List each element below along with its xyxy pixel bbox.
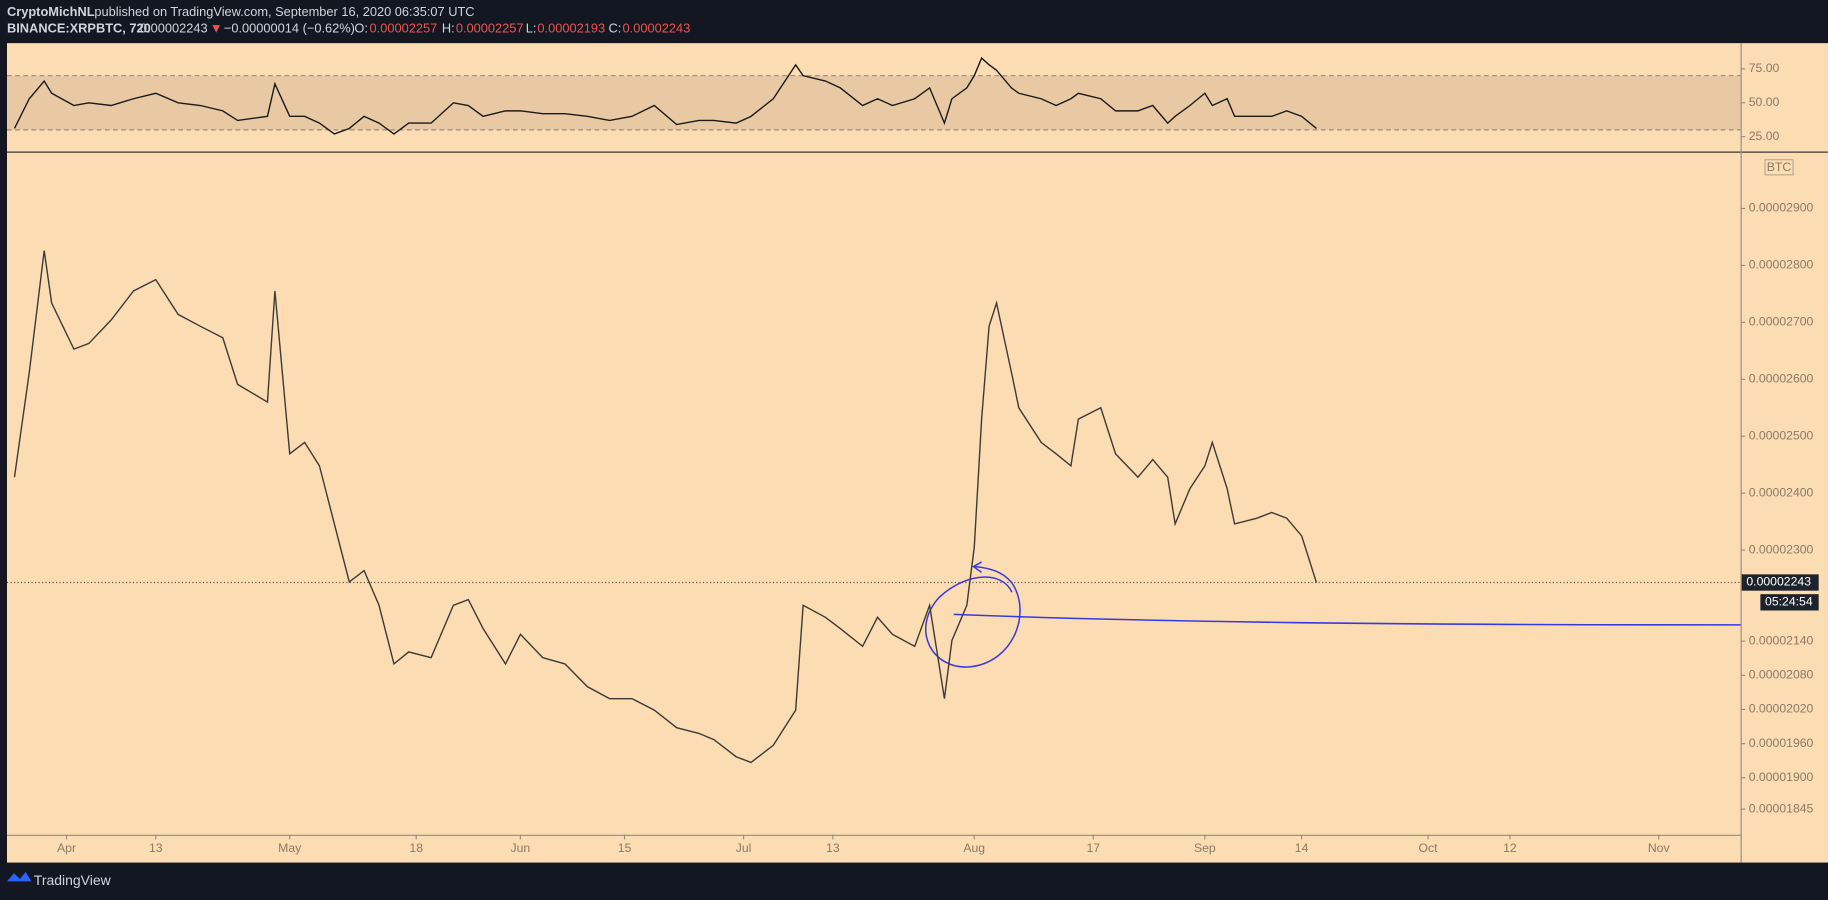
x-tick-label: 13: [826, 841, 840, 855]
countdown-box: [1760, 594, 1819, 611]
low: 0.00002193: [537, 21, 605, 36]
x-tick-label: May: [278, 841, 302, 855]
header-bar: [0, 0, 1828, 44]
countdown: 05:24:54: [1765, 595, 1813, 609]
y-tick-label: 0.00002700: [1749, 315, 1814, 329]
x-tick-label: Apr: [57, 841, 76, 855]
brand: TradingView: [34, 872, 112, 888]
x-tick-label: Aug: [963, 841, 985, 855]
y-tick-label: 0.00001900: [1749, 770, 1814, 784]
series-line: [13, 56, 1317, 135]
y-tick-label: 50.00: [1749, 95, 1780, 109]
last: 0.00002243: [140, 21, 208, 36]
low-label: L:: [526, 21, 537, 36]
rsi-band: [7, 75, 1741, 130]
x-tick-label: 14: [1295, 841, 1309, 855]
series-line: [13, 250, 1318, 764]
y-tick-label: 0.00002080: [1749, 668, 1814, 682]
x-tick-label: 12: [1503, 841, 1517, 855]
y-tick-label: 75.00: [1749, 61, 1780, 75]
y-tick-label: 0.00002140: [1749, 633, 1814, 647]
close-label: C:: [609, 21, 622, 36]
direction: ▼: [210, 21, 223, 36]
chart-background: [7, 43, 1828, 863]
x-tick-label: Nov: [1648, 841, 1671, 855]
currency-box: [1764, 159, 1794, 176]
price-label: 0.00002243: [1746, 575, 1811, 589]
price-label-box: [1741, 574, 1819, 591]
y-tick-label: 25.00: [1749, 129, 1780, 143]
currency: BTC: [1767, 160, 1792, 174]
footer-bar: [0, 862, 1828, 900]
y-tick-label: 0.00002900: [1749, 201, 1814, 215]
high: 0.00002257: [456, 21, 524, 36]
x-tick-label: 18: [409, 841, 423, 855]
close: 0.00002243: [623, 21, 691, 36]
x-tick-label: Sep: [1194, 841, 1216, 855]
high-label: H:: [442, 21, 455, 36]
drawn-arrow: [972, 561, 983, 574]
open: 0.00002257: [370, 21, 438, 36]
open-label: O:: [354, 21, 368, 36]
drawn-circle: [924, 565, 1021, 668]
author: CryptoMichNL: [7, 4, 95, 19]
y-tick-label: 0.00001960: [1749, 736, 1814, 750]
change: −0.00000014 (−0.62%): [224, 21, 355, 36]
drawings: [13, 250, 1741, 764]
symbol: BINANCE:XRPBTC, 720: [7, 21, 151, 36]
x-tick-label: Jun: [511, 841, 531, 855]
y-tick-label: 0.00002020: [1749, 702, 1814, 716]
x-tick-label: 13: [149, 841, 163, 855]
x-tick-label: 15: [618, 841, 632, 855]
y-tick-label: 0.00002500: [1749, 428, 1814, 442]
y-tick-label: 0.00002400: [1749, 485, 1814, 499]
logo: [7, 872, 32, 882]
y-tick-label: 0.00001845: [1749, 801, 1814, 815]
x-tick-label: Jul: [736, 841, 752, 855]
published: published on TradingView.com, September …: [94, 4, 474, 19]
y-tick-label: 0.00002800: [1749, 258, 1814, 272]
y-tick-label: 0.00002600: [1749, 372, 1814, 386]
y-tick-label: 0.00002300: [1749, 542, 1814, 556]
x-tick-label: 17: [1086, 841, 1100, 855]
x-tick-label: Oct: [1419, 841, 1439, 855]
drawn-line: [953, 613, 1741, 626]
